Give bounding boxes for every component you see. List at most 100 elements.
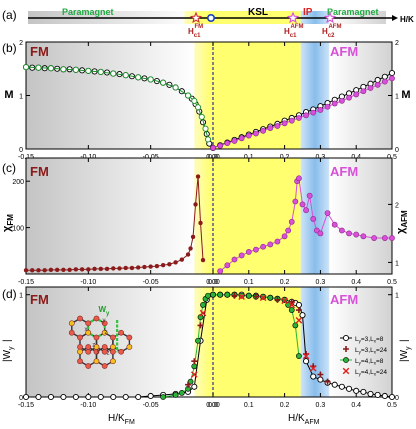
data-point bbox=[338, 383, 345, 390]
data-point bbox=[210, 291, 216, 298]
lattice-site bbox=[77, 334, 83, 341]
data-point bbox=[302, 352, 310, 360]
data-point bbox=[117, 266, 122, 271]
panel-b-fm-label: FM bbox=[30, 44, 49, 59]
data-point bbox=[367, 390, 374, 397]
data-point bbox=[374, 81, 381, 88]
data-point bbox=[178, 390, 185, 396]
x-tick-label-right: 0.4 bbox=[351, 279, 361, 286]
data-point bbox=[30, 268, 35, 273]
critical-field-afm2-label: Hc2AFM bbox=[322, 24, 341, 39]
bond-label-y: y bbox=[97, 348, 100, 354]
data-point bbox=[148, 264, 153, 269]
data-point bbox=[296, 353, 302, 359]
lattice-site bbox=[110, 358, 116, 365]
panel-label-a: (a) bbox=[2, 8, 17, 22]
data-point bbox=[274, 123, 281, 129]
data-point bbox=[191, 383, 198, 390]
x-tick-label-right: 0.2 bbox=[280, 279, 290, 286]
data-point bbox=[160, 262, 166, 268]
data-point bbox=[388, 393, 396, 401]
data-point bbox=[389, 235, 395, 241]
data-point bbox=[303, 358, 310, 365]
data-point bbox=[267, 294, 274, 301]
x-tick-label-right: 0.3 bbox=[316, 279, 326, 286]
data-point bbox=[338, 97, 345, 104]
data-point bbox=[267, 125, 274, 132]
data-point bbox=[204, 136, 212, 143]
data-point bbox=[381, 235, 388, 241]
panel-c-ylabel-left: χFM bbox=[1, 214, 15, 232]
panel-c-ylabel-left-text: χFM bbox=[1, 214, 15, 232]
data-point bbox=[147, 76, 154, 83]
data-point bbox=[185, 92, 192, 99]
data-point bbox=[346, 94, 352, 101]
ip-region bbox=[300, 158, 330, 274]
data-point bbox=[224, 291, 231, 298]
data-point bbox=[259, 294, 267, 302]
data-point bbox=[123, 265, 128, 271]
bond-label-z: z bbox=[92, 342, 95, 348]
panel-b-ylabel-left: M bbox=[4, 89, 13, 101]
x-tick-label-left: 0.00 bbox=[206, 279, 220, 286]
fm-region bbox=[26, 158, 195, 274]
data-point bbox=[129, 265, 135, 271]
data-point bbox=[238, 292, 245, 299]
data-point bbox=[35, 64, 42, 71]
data-point bbox=[67, 267, 72, 273]
legend-entry: Ly=4,Lx=24 bbox=[342, 367, 387, 377]
data-point bbox=[190, 234, 196, 240]
data-point bbox=[288, 307, 295, 313]
data-point bbox=[198, 220, 203, 226]
data-point bbox=[185, 381, 192, 388]
data-point bbox=[97, 393, 104, 401]
data-point bbox=[343, 346, 349, 352]
data-point bbox=[199, 309, 207, 317]
y-tick-label-right: 1 bbox=[395, 260, 399, 267]
data-point bbox=[160, 79, 167, 86]
y-tick-label-left: 0 bbox=[19, 395, 23, 402]
data-point bbox=[179, 257, 185, 262]
data-point bbox=[281, 296, 288, 303]
panel-d-ylabel-right-text: |Wy bbox=[399, 346, 412, 362]
data-point bbox=[292, 198, 299, 205]
data-point bbox=[299, 201, 306, 208]
data-point bbox=[47, 393, 54, 401]
lattice-site bbox=[101, 363, 108, 369]
x-tick-label-left: -0.10 bbox=[80, 279, 96, 286]
data-point bbox=[381, 78, 388, 85]
x-tick-label-left: -0.15 bbox=[18, 402, 34, 409]
panel-label-d: (d) bbox=[2, 287, 17, 301]
legend-label: Ly=3,Lx=8 bbox=[355, 336, 384, 344]
data-point bbox=[110, 393, 117, 401]
data-point bbox=[288, 117, 295, 124]
data-point bbox=[172, 84, 179, 91]
data-point bbox=[353, 231, 360, 238]
critical-field-afm1-label: Hc1AFM bbox=[284, 24, 303, 39]
lattice-site bbox=[118, 348, 125, 355]
critical-point-circle-icon bbox=[207, 14, 216, 23]
panel-d-series-2 bbox=[185, 322, 204, 388]
panel-b-ylabel-right: M bbox=[401, 89, 410, 101]
data-point bbox=[135, 393, 142, 401]
y-tick-label-left: 100 bbox=[12, 226, 24, 233]
ksl-region bbox=[194, 42, 301, 149]
data-point bbox=[122, 72, 129, 79]
x-tick-label-right: 0.1 bbox=[244, 279, 254, 286]
lattice-site bbox=[85, 344, 92, 350]
y-tick-label-right: 1 bbox=[395, 94, 399, 101]
panel-d-ylabel-right-bar: | bbox=[399, 339, 410, 342]
bond-label-z: z bbox=[107, 350, 110, 356]
paramagnet-left-label: Paramagnet bbox=[62, 7, 114, 17]
x-tick-label-right: 0.2 bbox=[280, 402, 290, 409]
x-tick-label-right: 0.0 bbox=[208, 279, 218, 286]
panel-b-background bbox=[25, 41, 393, 150]
data-point bbox=[252, 293, 259, 300]
data-point bbox=[381, 392, 388, 400]
data-point bbox=[224, 140, 231, 147]
lattice-site bbox=[110, 334, 116, 341]
data-point bbox=[185, 252, 191, 257]
data-point bbox=[353, 91, 360, 98]
data-point bbox=[111, 266, 116, 271]
